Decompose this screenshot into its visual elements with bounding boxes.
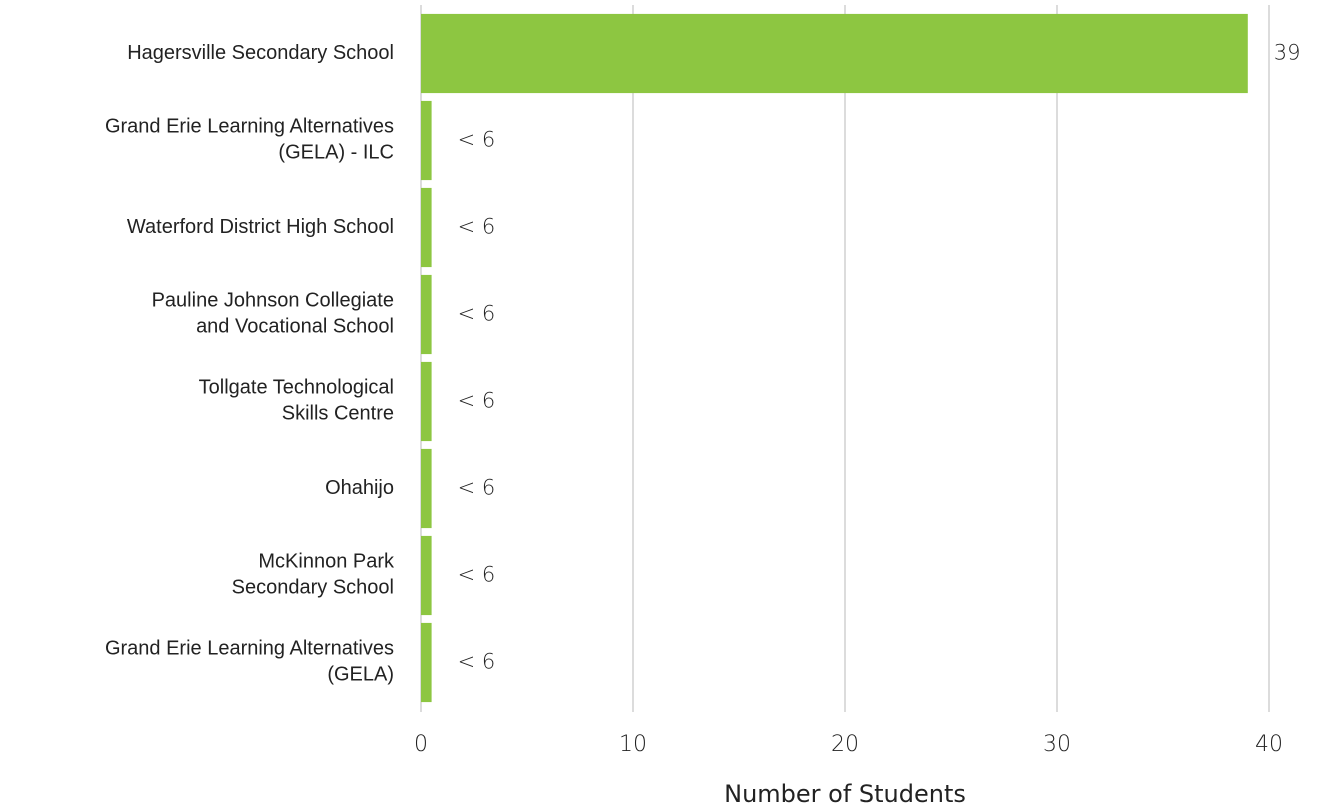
value-label: < 6	[458, 650, 496, 674]
x-tick-label: 20	[831, 732, 859, 757]
y-tick-label: Tollgate Technological Skills Centre	[199, 377, 394, 425]
y-tick-label: Grand Erie Learning Alternatives (GELA) -…	[105, 116, 394, 164]
bar	[421, 187, 432, 268]
x-tick-label: 30	[1043, 732, 1071, 757]
value-label: < 6	[458, 302, 496, 326]
y-tick-label: Grand Erie Learning Alternatives (GELA)	[105, 638, 394, 686]
x-axis-title: Number of Students	[724, 780, 966, 808]
x-tick-label: 40	[1255, 732, 1283, 757]
bar	[421, 274, 432, 355]
value-label: < 6	[458, 476, 496, 500]
value-label: < 6	[458, 215, 496, 239]
bar	[421, 622, 432, 703]
bar	[421, 448, 432, 529]
y-tick-label: McKinnon Park Secondary School	[232, 551, 395, 599]
y-tick-label: Ohahijo	[325, 477, 394, 499]
value-label: < 6	[458, 128, 496, 152]
y-tick-label: Waterford District High School	[127, 216, 394, 238]
y-tick-label: Pauline Johnson Collegiate and Vocational…	[152, 290, 394, 338]
bar	[421, 100, 432, 181]
value-label: < 6	[458, 389, 496, 413]
bar	[421, 13, 1248, 94]
x-tick-label: 10	[619, 732, 647, 757]
y-tick-label: Hagersville Secondary School	[127, 42, 394, 64]
x-tick-label: 0	[414, 732, 428, 757]
value-label: < 6	[458, 563, 496, 587]
bar	[421, 361, 432, 442]
value-label: 39	[1274, 41, 1301, 65]
bar	[421, 535, 432, 616]
